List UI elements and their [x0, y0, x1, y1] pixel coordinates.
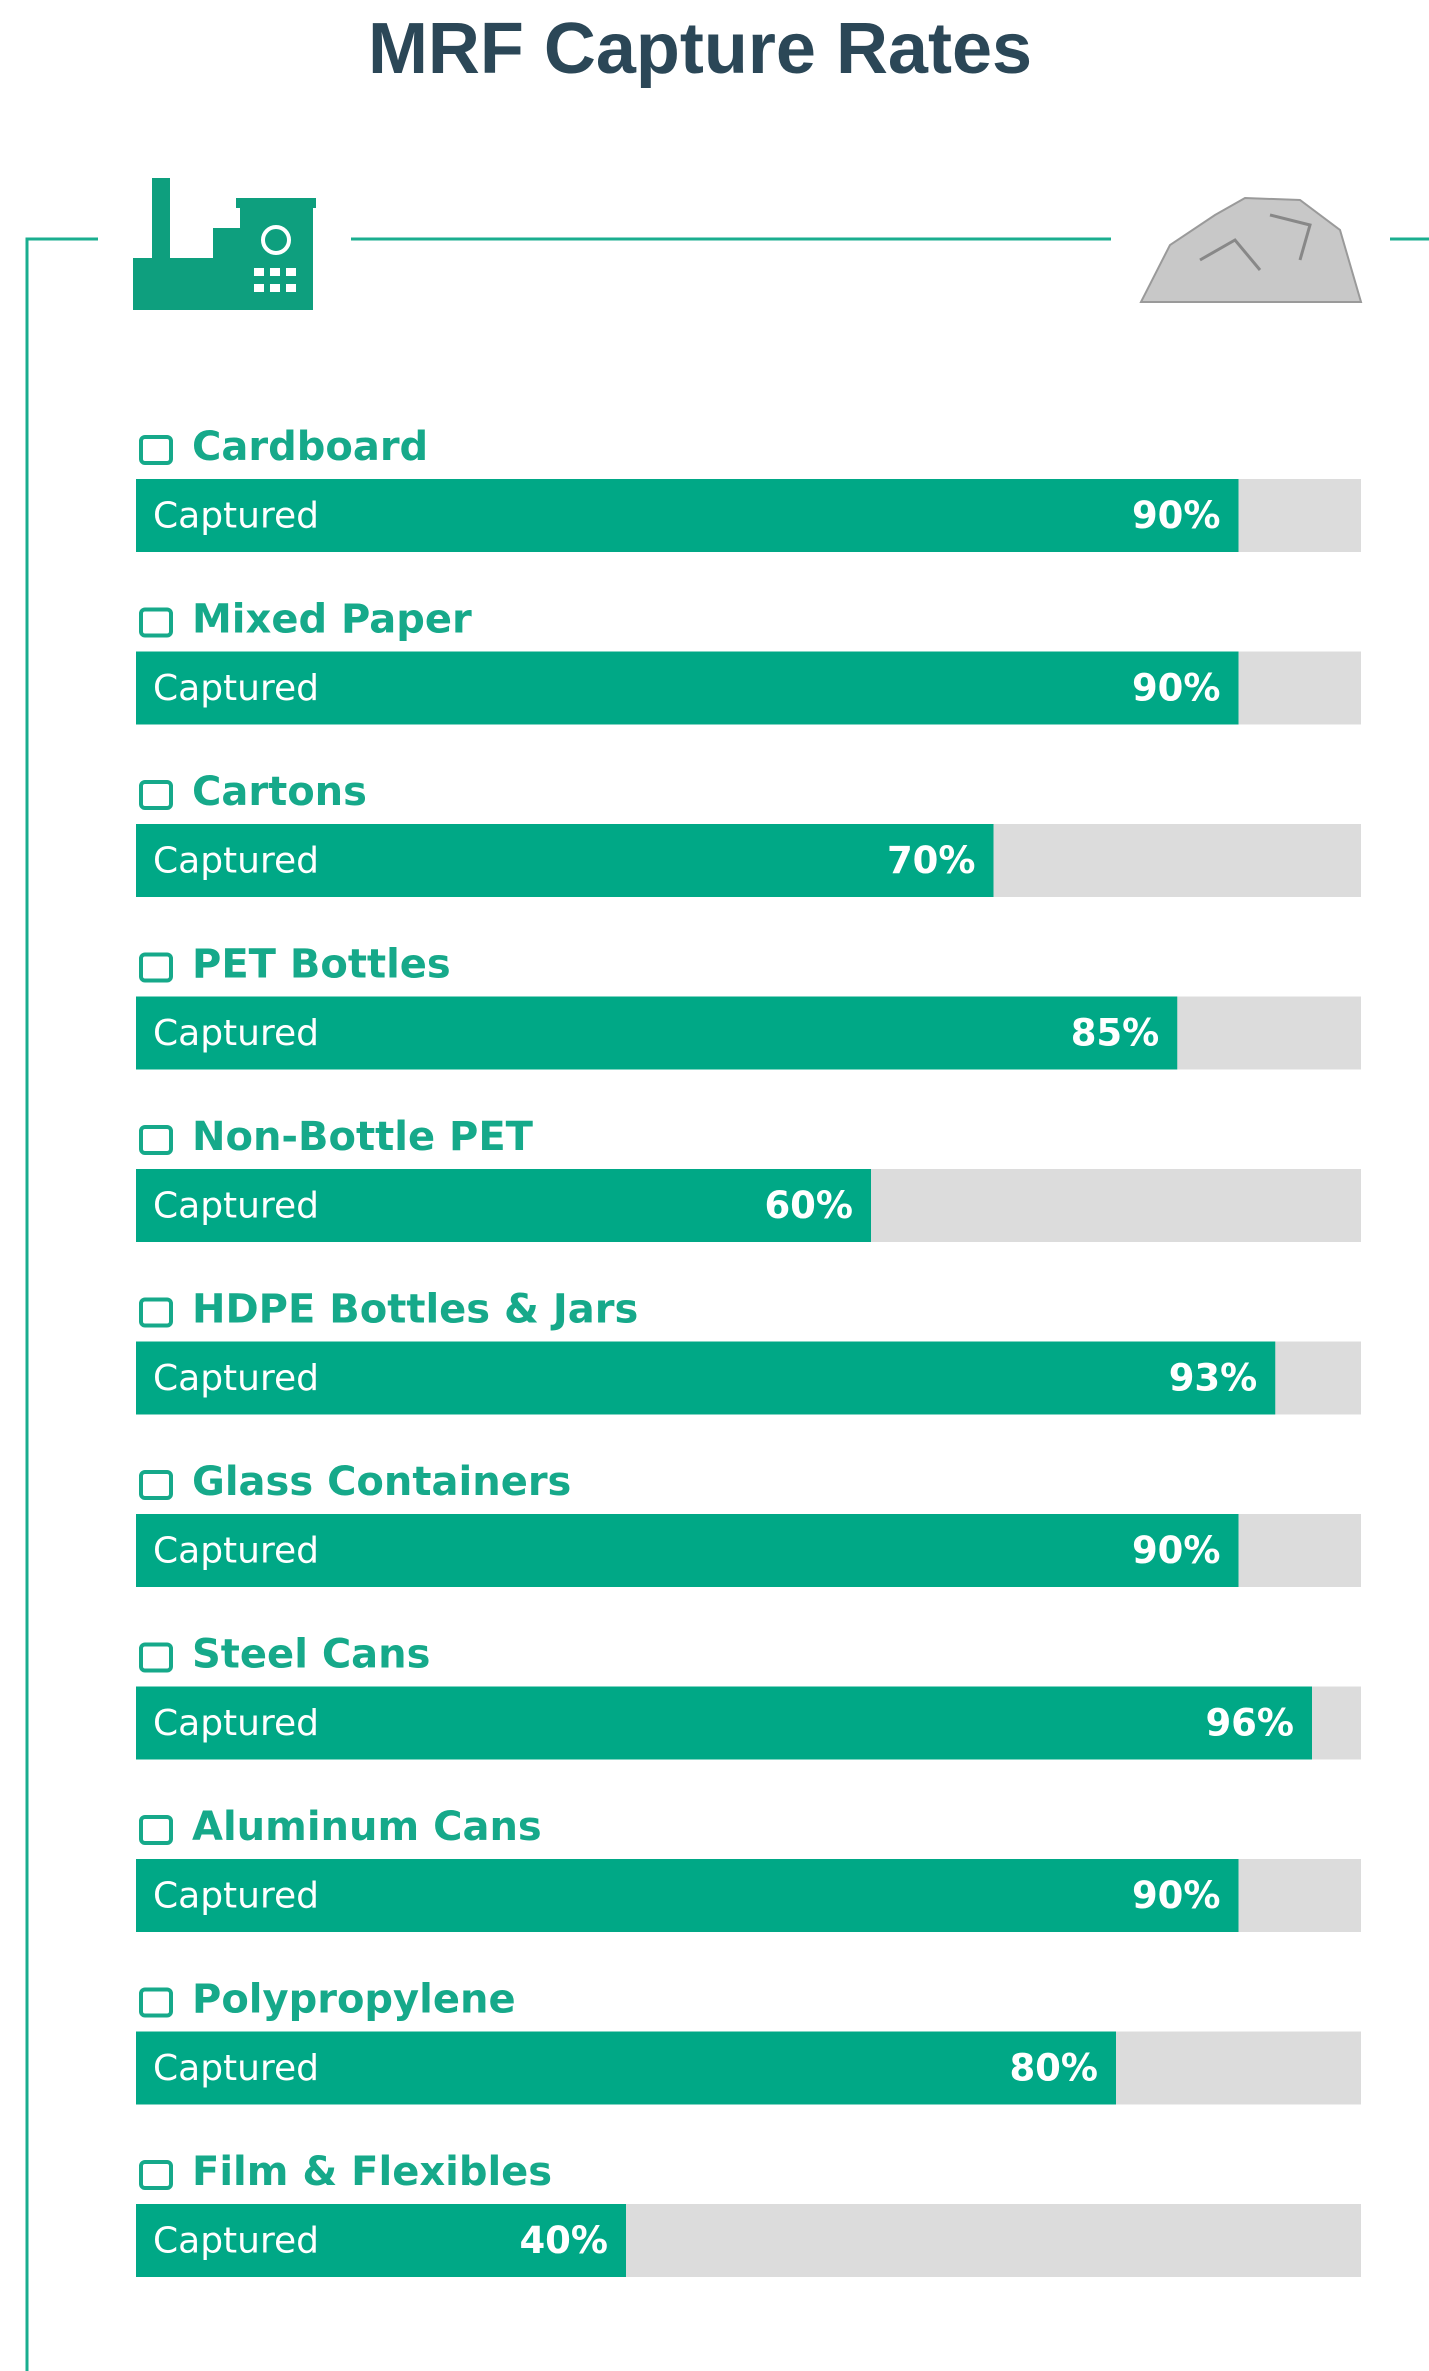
value-label: 93% — [1169, 1357, 1258, 1400]
category-label: Glass Containers — [192, 1459, 571, 1505]
category-icon — [141, 782, 171, 808]
series-label: Captured — [153, 2048, 319, 2089]
category-icon — [141, 1300, 171, 1326]
category-icon — [141, 437, 171, 463]
category-icon — [141, 610, 171, 636]
series-label: Captured — [153, 1358, 319, 1399]
value-label: 70% — [887, 839, 976, 882]
rubble-icon — [1141, 198, 1361, 302]
category-label: Cartons — [192, 769, 367, 815]
category-icon — [141, 955, 171, 981]
value-label: 90% — [1132, 1529, 1221, 1572]
category-label: Aluminum Cans — [192, 1804, 542, 1850]
category-label: PET Bottles — [192, 942, 451, 988]
value-label: 96% — [1205, 1702, 1294, 1745]
category-icon — [141, 2162, 171, 2188]
series-label: Captured — [153, 1013, 319, 1054]
series-label: Captured — [153, 1531, 319, 1572]
value-label: 85% — [1071, 1012, 1160, 1055]
series-label: Captured — [153, 496, 319, 537]
category-icon — [141, 1127, 171, 1153]
value-label: 90% — [1132, 667, 1221, 710]
chart-title: MRF Capture Rates — [368, 9, 1032, 89]
category-label: Polypropylene — [192, 1977, 516, 2023]
category-label: Mixed Paper — [192, 597, 472, 643]
series-label: Captured — [153, 1703, 319, 1744]
series-label: Captured — [153, 668, 319, 709]
chart: MRF Capture Rates Cardboard Captured 90% Mi… — [0, 0, 1429, 2371]
category-label: HDPE Bottles & Jars — [192, 1287, 638, 1333]
category-icon — [141, 1472, 171, 1498]
category-icon — [141, 1817, 171, 1843]
category-icon — [141, 1645, 171, 1671]
value-label: 90% — [1132, 1874, 1221, 1917]
series-label: Captured — [153, 841, 319, 882]
category-icon — [141, 1990, 171, 2016]
category-label: Non-Bottle PET — [192, 1114, 534, 1160]
value-label: 60% — [764, 1184, 853, 1227]
value-label: 80% — [1009, 2047, 1098, 2090]
factory-icon — [133, 178, 316, 310]
category-label: Film & Flexibles — [192, 2149, 552, 2195]
series-label: Captured — [153, 1876, 319, 1917]
frame-line — [27, 239, 98, 2371]
category-label: Cardboard — [192, 424, 428, 470]
category-label: Steel Cans — [192, 1632, 430, 1678]
series-label: Captured — [153, 1186, 319, 1227]
series-label: Captured — [153, 2221, 319, 2262]
value-label: 90% — [1132, 494, 1221, 537]
page: MRF Capture Rates Cardboard Captured 90% Mi… — [0, 0, 1429, 2371]
value-label: 40% — [519, 2219, 608, 2262]
